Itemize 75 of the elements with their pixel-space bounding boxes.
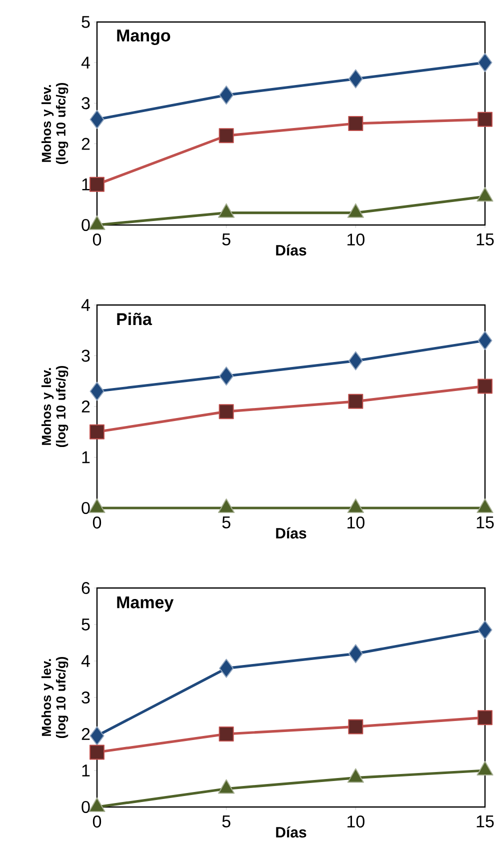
point <box>218 726 234 742</box>
point <box>476 761 494 776</box>
y-tick-label: 2 <box>82 728 90 740</box>
point <box>478 331 492 350</box>
point <box>218 779 235 794</box>
point <box>347 203 364 218</box>
point <box>348 351 363 370</box>
y-tick-label: 4 <box>81 299 90 311</box>
y-tick-label: 5 <box>82 16 90 28</box>
point <box>218 498 235 513</box>
chart-title: Mango <box>117 30 170 45</box>
y-tick-label: 0 <box>82 218 90 232</box>
x-axis-title: Días <box>276 244 306 256</box>
y-axis-title: Mohos y lev. (log 10 ufc/g) <box>41 82 68 164</box>
y-tick-label: 4 <box>81 655 90 667</box>
point <box>476 187 494 202</box>
chart-title: Piña <box>117 312 152 326</box>
y-tick-label: 0 <box>82 800 90 814</box>
y-tick-label: 5 <box>82 618 90 630</box>
x-tick-label: 5 <box>222 516 230 528</box>
x-tick-label: 15 <box>476 234 494 246</box>
point <box>218 128 234 144</box>
x-tick-label: 10 <box>348 816 364 828</box>
y-axis-title: Mohos y lev. (log 10 ufc/g) <box>41 656 68 738</box>
point <box>90 424 104 440</box>
point <box>478 53 492 72</box>
point <box>90 176 104 192</box>
point <box>88 498 106 513</box>
point <box>88 797 106 812</box>
x-tick-label: 0 <box>92 234 102 246</box>
x-tick-label: 15 <box>476 816 494 828</box>
y-tick-label: 0 <box>82 502 90 514</box>
x-axis-title: Días <box>276 826 306 838</box>
y-tick-label: 3 <box>82 97 90 110</box>
point <box>348 719 364 734</box>
point <box>348 394 364 409</box>
point <box>347 498 364 513</box>
y-axis-title: Mohos y lev. (log 10 ufc/g) <box>41 366 68 448</box>
point <box>219 366 234 386</box>
x-axis-title: Días <box>276 527 306 539</box>
point <box>88 215 106 230</box>
x-tick-label: 10 <box>348 516 364 529</box>
point <box>348 69 363 88</box>
point <box>348 116 364 131</box>
chart-title: Mamey <box>117 596 174 612</box>
point <box>90 726 104 746</box>
point <box>219 658 234 678</box>
y-tick-label: 1 <box>82 451 90 464</box>
x-tick-label: 10 <box>348 234 364 246</box>
x-tick-label: 5 <box>222 816 230 828</box>
y-tick-label: 2 <box>82 138 90 150</box>
y-tick-label: 6 <box>82 582 90 594</box>
point <box>478 620 492 640</box>
point <box>218 404 234 420</box>
point <box>478 112 492 127</box>
x-tick-label: 0 <box>92 516 102 529</box>
point <box>347 768 364 783</box>
y-tick-label: 3 <box>82 350 90 362</box>
x-tick-label: 5 <box>222 234 230 246</box>
point <box>90 110 104 129</box>
x-tick-label: 0 <box>92 816 102 828</box>
y-tick-label: 2 <box>82 400 90 412</box>
point <box>218 203 235 218</box>
point <box>219 86 234 105</box>
point <box>90 382 104 401</box>
point <box>478 378 492 394</box>
y-tick-label: 3 <box>82 691 90 704</box>
y-tick-label: 1 <box>82 764 90 776</box>
point <box>90 744 104 760</box>
point <box>476 498 494 513</box>
y-tick-label: 4 <box>81 56 90 68</box>
y-tick-label: 1 <box>82 178 90 190</box>
point <box>348 644 363 664</box>
x-tick-label: 15 <box>476 516 494 528</box>
point <box>478 710 492 726</box>
